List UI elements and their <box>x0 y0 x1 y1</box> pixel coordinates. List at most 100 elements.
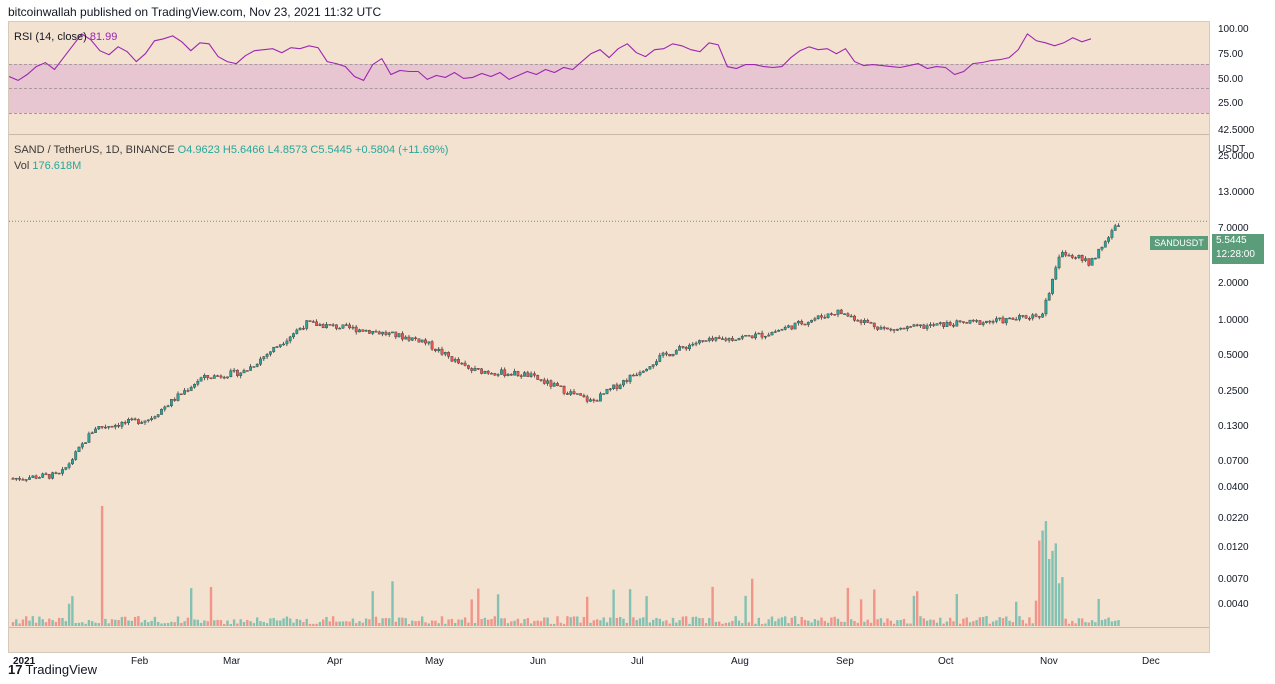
candle-body <box>899 327 903 330</box>
volume-bar <box>21 619 25 626</box>
volume-bar <box>780 617 784 626</box>
candle-body <box>783 327 787 330</box>
candle-body <box>810 319 814 323</box>
volume-legend: Vol 176.618M <box>14 160 81 172</box>
candle-body <box>539 379 543 381</box>
price-candle <box>599 391 602 402</box>
volume-bar <box>681 616 685 626</box>
volume-bar <box>173 622 176 626</box>
price-candle <box>790 325 794 331</box>
rsi-plot <box>9 33 1092 82</box>
price-candle <box>942 322 946 329</box>
price-candle <box>430 340 434 351</box>
candle-body <box>575 393 579 395</box>
volume-bar <box>879 618 883 626</box>
price-candle <box>1067 253 1071 257</box>
price-candle <box>1031 313 1035 321</box>
price-candle <box>28 475 31 481</box>
tradingview-footer[interactable]: 17 TradingView <box>8 662 97 677</box>
volume-bar <box>226 620 229 626</box>
price-candle <box>856 319 860 322</box>
candle-body <box>1014 319 1018 321</box>
price-tick-label: 13.0000 <box>1218 187 1255 198</box>
candle-body <box>420 339 424 343</box>
candle-body <box>572 391 576 394</box>
volume-bar <box>473 623 477 626</box>
volume-bar <box>751 578 754 626</box>
price-tick-label: 0.0220 <box>1218 513 1249 524</box>
price-candle <box>80 441 84 450</box>
price-candle <box>938 321 942 326</box>
volume-bar <box>942 623 945 626</box>
candle-body <box>295 329 299 334</box>
candle-body <box>199 377 203 382</box>
volume-bar <box>886 618 889 626</box>
last-price-value: 5.5445 <box>1216 235 1247 246</box>
price-candle <box>153 415 157 420</box>
candle-body <box>529 373 533 377</box>
chart-area[interactable]: RSI (14, close) 81.99 SAND / TetherUS, 1… <box>8 21 1210 667</box>
volume-bar <box>602 617 605 626</box>
candle-body <box>698 340 701 344</box>
volume-bar <box>147 622 150 626</box>
price-candle <box>335 324 338 331</box>
candle-body <box>618 384 622 389</box>
volume-bar <box>1081 618 1084 626</box>
candle-body <box>493 373 497 376</box>
price-candle <box>252 366 256 368</box>
candle-body <box>331 324 335 326</box>
price-candle <box>747 334 751 337</box>
price-candle <box>117 422 121 429</box>
price-candle <box>496 373 500 378</box>
candle-body <box>136 419 140 424</box>
price-candle <box>757 332 761 335</box>
volume-bar <box>793 616 797 626</box>
volume-bar <box>945 621 949 626</box>
price-candle <box>351 324 355 330</box>
candle-body <box>714 337 718 341</box>
volume-bar <box>216 619 219 626</box>
candle-body <box>1117 225 1120 227</box>
candle-body <box>87 433 91 443</box>
candle-body <box>341 324 345 329</box>
volume-bar <box>757 617 760 626</box>
price-candle <box>41 472 45 479</box>
candle-body <box>480 368 483 374</box>
volume-bar <box>371 591 374 626</box>
ohlc-high: H5.6466 <box>222 144 265 156</box>
candle-body <box>641 370 645 373</box>
rsi-tick-label: 25.00 <box>1218 98 1244 110</box>
price-candle <box>542 377 546 385</box>
candle-body <box>1011 317 1015 320</box>
candle-body <box>80 443 84 448</box>
candle-body <box>348 324 351 329</box>
volume-bar <box>308 623 312 626</box>
candle-body <box>965 322 969 324</box>
volume-bar <box>569 617 572 626</box>
price-candle <box>823 314 827 319</box>
price-candle <box>754 331 757 340</box>
price-candle <box>1034 312 1038 318</box>
volume-bar <box>704 623 708 626</box>
candle-body <box>107 426 111 428</box>
candle-body <box>183 390 186 395</box>
candle-body <box>622 380 625 386</box>
price-candle <box>846 312 850 317</box>
time-tick-label: Apr <box>327 656 343 667</box>
candle-body <box>655 361 658 365</box>
candle-body <box>820 315 823 318</box>
candle-body <box>1097 248 1101 259</box>
price-tick-label: 7.0000 <box>1218 223 1249 234</box>
candle-body <box>773 331 777 333</box>
price-axis[interactable]: 100.00 75.00 50.00 25.00 42.5000 25.0000 13.0… <box>1212 21 1275 653</box>
candle-body <box>71 459 74 465</box>
price-candle <box>1060 250 1064 258</box>
volume-bar <box>622 618 625 626</box>
volume-bar <box>71 596 74 626</box>
volume-bar <box>1044 521 1048 626</box>
volume-bar <box>11 622 15 626</box>
volume-bar <box>826 622 830 626</box>
candle-body <box>133 418 137 421</box>
volume-bar <box>143 619 147 626</box>
price-candle <box>480 368 483 375</box>
